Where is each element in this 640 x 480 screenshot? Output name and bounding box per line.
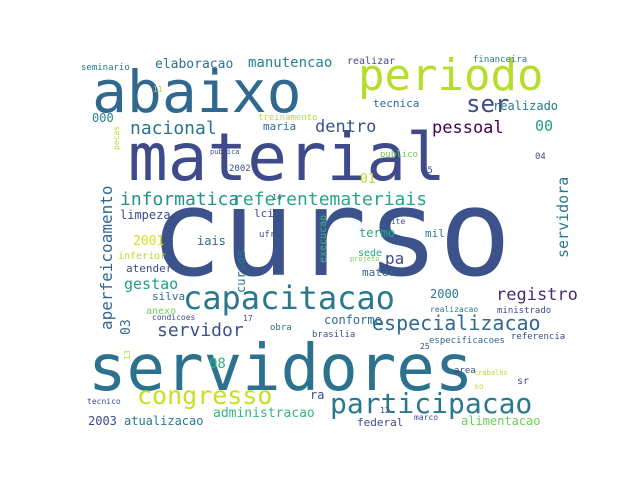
word-atender: atender [126, 262, 173, 275]
word-curso: curso [150, 165, 511, 304]
word-obra: obra [270, 323, 292, 333]
word-maria: maria [263, 120, 296, 133]
word-sede: sede [358, 248, 382, 259]
word-especificacoes: especificacoes [429, 336, 505, 346]
word-mil: mil [425, 227, 445, 240]
word-capacitacao: capacitacao [183, 279, 395, 317]
word-treinamento: treinamento [258, 113, 318, 123]
word-2001: 2001 [133, 234, 164, 249]
word-execucao: execucao [318, 215, 329, 263]
word-05: 05 [422, 166, 433, 176]
word-servidores: servidores [88, 332, 473, 406]
word-conforme: conforme [324, 313, 382, 327]
word-condicoes: condicoes [152, 313, 196, 322]
word-congresso: congresso [137, 381, 272, 410]
word-material: material [128, 119, 446, 196]
word-silva: silva [152, 290, 185, 303]
word-11: 11 [153, 85, 163, 94]
word-04: 04 [535, 152, 546, 162]
word-informatica: informatica [120, 189, 239, 210]
word-registro: registro [496, 285, 578, 305]
word-gestao: gestao [124, 275, 178, 293]
word-area: area [454, 366, 476, 376]
word-2002: 2002 [229, 164, 251, 174]
word-00: 00 [535, 117, 553, 135]
word-000: 000 [92, 111, 114, 125]
word-08: 08 [209, 356, 226, 372]
word-seminario: seminario [81, 63, 130, 73]
word-marco: marco [414, 413, 438, 422]
word-ufrj: ufrj [259, 230, 281, 240]
word-iais: iais [197, 234, 226, 248]
word-01: 01 [360, 172, 376, 187]
word-referentemateriais: referentemateriais [232, 189, 427, 210]
word-atualizacao: atualizacao [124, 414, 203, 428]
word-brasilia: brasilia [312, 330, 355, 340]
word-nacional: nacional [130, 118, 217, 139]
word-sr: sr [517, 376, 529, 387]
word-25: 25 [420, 342, 430, 351]
word-dentro: dentro [315, 117, 376, 137]
word-13: 13 [123, 350, 132, 360]
word-tecnico: tecnico [87, 397, 121, 406]
word-pecas: pecas [112, 126, 121, 150]
word-participacao: participacao [330, 387, 532, 420]
word-mater: mater [362, 266, 395, 279]
word-tecnica: tecnica [373, 97, 419, 110]
word-financeira: financeira [473, 55, 527, 65]
word-inferior: inferior [118, 251, 166, 262]
word-trabalho: trabalho [474, 369, 508, 377]
word-mite: mite [386, 217, 405, 226]
word-12: 12 [380, 406, 390, 415]
word-14: 14 [272, 193, 282, 202]
word-2000: 2000 [430, 287, 459, 301]
word-2003: 2003 [88, 414, 117, 428]
word-lci: lci [254, 207, 274, 220]
word-especializacao: especializacao [372, 311, 541, 335]
word-so: so [474, 382, 484, 391]
word-alimentacao: alimentacao [461, 414, 540, 428]
word-projeto: projeto [350, 255, 380, 263]
word-servidora: servidora [554, 177, 572, 258]
word-servidor: servidor [157, 320, 244, 341]
word-abaixo: abaixo [92, 58, 302, 126]
word-limpeza: limpeza [120, 208, 171, 222]
word-pa: pa [385, 249, 404, 268]
word-publico: publico [380, 150, 418, 160]
word-termo: termo [359, 226, 395, 240]
word-realizado: realizado [493, 99, 558, 113]
word-17: 17 [243, 314, 253, 323]
word-publica: publica [210, 148, 240, 156]
word-referencia: referencia [511, 332, 565, 342]
word-03: 03 [119, 319, 134, 335]
word-ministrado: ministrado [497, 306, 551, 316]
word-ser: ser [466, 90, 509, 118]
word-anexo: anexo [146, 306, 176, 317]
word-administracao: administracao [213, 406, 315, 421]
word-pessoal: pessoal [432, 118, 504, 138]
word-realizacao: realizacao [430, 305, 478, 314]
word-elaboracao: elaboracao [155, 57, 233, 72]
word-manutencao: manutencao [248, 55, 332, 71]
word-aperfeicoamento: aperfeicoamento [97, 186, 116, 331]
word-periodo: periodo [358, 50, 543, 101]
word-realizar: realizar [347, 56, 395, 67]
word-federal: federal [357, 416, 403, 429]
word-ra: ra [310, 388, 324, 402]
word-cursos: cursos [234, 250, 248, 293]
